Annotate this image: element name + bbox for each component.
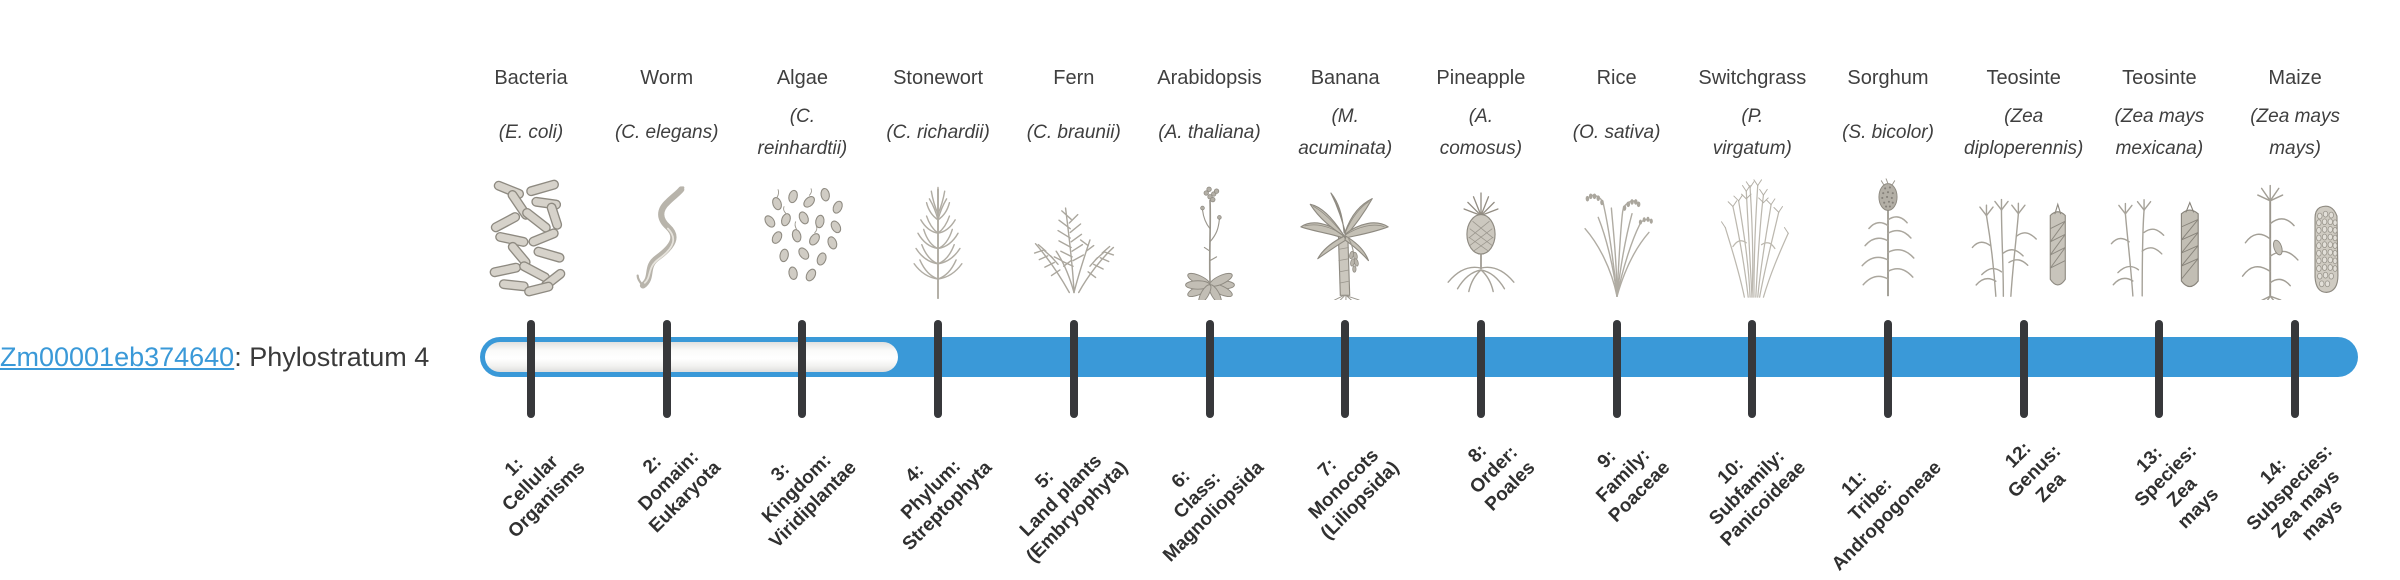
stratum-label: 5: Land plants (Embryophyta) (1015, 450, 1132, 567)
stratum-tick (1341, 320, 1350, 418)
stratum-label: 8: Order: Poales (1463, 440, 1539, 516)
organism-name: Maize (2268, 67, 2322, 89)
stratum-tick (1069, 320, 1078, 418)
organism-name: Switchgrass (1698, 67, 1807, 89)
organism-species: (E. coli) (498, 122, 564, 143)
stratum-tick (1884, 320, 1892, 418)
pineapple-illustration (1413, 170, 1549, 300)
phylostrata-bar-unfilled-segment (485, 342, 899, 372)
organism-name: Teosinte (2122, 67, 2197, 89)
organism-species: (A. thaliana) (1158, 122, 1261, 143)
stratum-tick (2155, 320, 2164, 418)
rice-illustration (1549, 170, 1685, 300)
organism-name: Sorghum (1847, 67, 1929, 89)
phylostrata-bar (480, 337, 2358, 377)
maize-illustration (2227, 170, 2363, 300)
sorghum-illustration (1820, 170, 1956, 300)
arabidopsis-illustration (1142, 170, 1278, 300)
organism-species: (Zea mays mexicana) (2114, 106, 2205, 159)
stratum-label: 7: Monocots (Liliopsida) (1304, 445, 1404, 544)
organism-species: (Zea diploperennis) (1964, 106, 2084, 159)
teosinte-mexicana-illustration (2091, 170, 2227, 300)
organism-name: Fern (1053, 67, 1095, 89)
worm-illustration (599, 170, 735, 300)
stratum-tick (1612, 320, 1621, 418)
stratum-label: 1: Cellular Organisms (498, 451, 590, 543)
stratum-label: 2: Domain: Eukaryota (634, 446, 725, 538)
organism-species: (C. braunii) (1026, 122, 1121, 143)
stratum-tick (1205, 320, 1214, 418)
stratum-label: 4: Phylum: Streptophyta (897, 455, 997, 555)
switchgrass-illustration (1684, 170, 1820, 300)
stratum-label: 9: Family: Poaceae (1592, 444, 1675, 527)
organism-species: (Zea mays mays) (2250, 106, 2340, 159)
organism-name: Worm (640, 67, 694, 89)
organism-name: Bacteria (494, 67, 568, 89)
organism-name: Pineapple (1436, 67, 1526, 89)
stratum-tick (662, 320, 671, 418)
organism-species: (O. sativa) (1572, 122, 1661, 143)
stratum-label: 14: Subspecies: Zea mays mays (2242, 440, 2348, 546)
organism-species: (A. comosus) (1439, 106, 1523, 159)
organism-species: (M. acuminata) (1298, 106, 1393, 159)
stratum-label: 6: Class: Magnoliopsida (1158, 457, 1268, 567)
organism-name: Banana (1310, 67, 1380, 89)
gene-label: Zm00001eb374640: Phylostratum 4 (0, 341, 429, 374)
stratum-tick (1476, 320, 1485, 418)
organism-name: Arabidopsis (1157, 67, 1262, 89)
gene-id-link[interactable]: Zm00001eb374640 (0, 342, 235, 372)
stratum-label: 13: Species: Zea mays (2131, 440, 2224, 534)
stonewort-illustration (870, 170, 1006, 300)
organism-species: (C. reinhardtii) (757, 106, 848, 159)
stratum-label: 12: Genus: Zea (2001, 438, 2071, 507)
stratum-tick (2291, 320, 2300, 418)
teosinte-diploperennis-illustration (1956, 170, 2092, 300)
stratum-tick (527, 320, 535, 418)
bacteria-illustration (463, 170, 599, 300)
organism-name: Stonewort (893, 67, 984, 89)
organism-name: Algae (776, 67, 828, 89)
stratum-tick (1748, 320, 1757, 418)
phylostratum-text: : Phylostratum 4 (234, 342, 430, 372)
organism-species: (S. bicolor) (1842, 122, 1934, 143)
organism-name: Rice (1596, 67, 1637, 89)
organism-species: (C. richardii) (886, 122, 990, 143)
stratum-tick (798, 320, 807, 418)
algae-illustration (734, 170, 870, 300)
fern-illustration (1006, 170, 1142, 300)
stratum-tick (934, 320, 943, 418)
stratum-label: 3: Kingdom: Viridiplantae (757, 449, 861, 553)
organism-species: (P. virgatum) (1712, 106, 1792, 159)
stratum-label: 11: Tribe: Andropogoneae (1828, 457, 1947, 576)
stratum-tick (2019, 320, 2028, 418)
banana-illustration (1277, 170, 1413, 300)
organism-name: Teosinte (1986, 67, 2061, 89)
stratum-label: 10: Subfamily: Panicoideae (1705, 445, 1811, 551)
organism-species: (C. elegans) (614, 122, 719, 143)
